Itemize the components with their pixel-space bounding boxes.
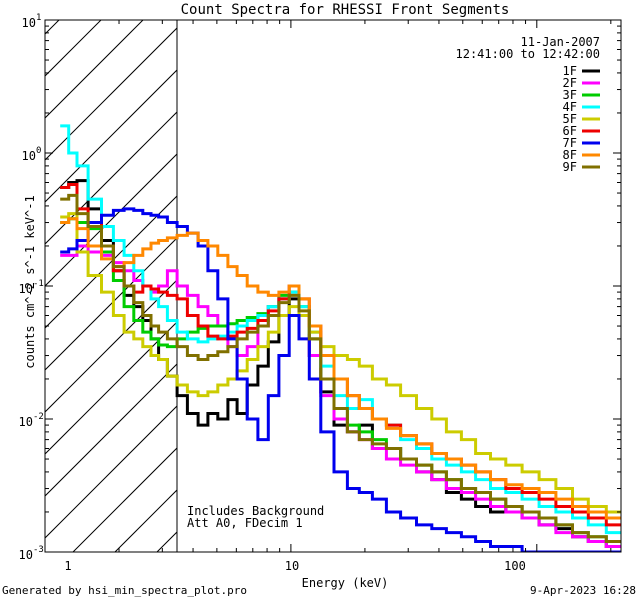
x-tick-label-100: 100 [504, 559, 526, 573]
date-footer: 9-Apr-2023 16:28 [530, 584, 636, 597]
hatch-line [45, 20, 144, 119]
legend-label-7F: 7F [563, 136, 577, 150]
hatch-line [45, 237, 177, 371]
x-axis-title: Energy (keV) [302, 576, 389, 590]
axis-ticks [44, 19, 621, 553]
y-tick-label-0.1: 10 -1 [19, 279, 44, 296]
y-tick-exp: 0 [36, 146, 41, 156]
generated-by-footer: Generated by hsi_min_spectra_plot.pro [2, 584, 247, 597]
y-tick-label-1: 10 0 [22, 146, 42, 163]
series-line-5F [60, 212, 621, 514]
y-tick-label-0.001: 10 -3 [19, 545, 44, 562]
background-note: Includes Background [187, 504, 324, 518]
legend-label-1F: 1F [563, 64, 577, 78]
y-tick-label-10: 10 1 [22, 13, 42, 30]
hatch-line [45, 279, 177, 413]
legend-label-3F: 3F [563, 88, 577, 102]
hatch-line [45, 27, 177, 161]
attenuator-note: Att A0, FDecim 1 [187, 516, 303, 530]
hatch-line [45, 20, 102, 77]
x-tick-label-10: 10 [285, 559, 299, 573]
y-tick-label-0.01: 10 -2 [19, 412, 44, 429]
hatch-line [45, 69, 177, 203]
series-group [60, 124, 621, 552]
legend-label-6F: 6F [563, 124, 577, 138]
series-line-8F [60, 217, 621, 520]
y-tick-exp: -2 [33, 412, 44, 422]
hatch-line [45, 195, 177, 329]
hatch-line [241, 0, 640, 552]
legend-label-4F: 4F [563, 100, 577, 114]
x-tick-label-1: 1 [64, 559, 71, 573]
legend-label-2F: 2F [563, 76, 577, 90]
legend-label-9F: 9F [563, 160, 577, 174]
hatch-line [45, 153, 177, 287]
hatch-line [114, 489, 177, 552]
series-line-7F [60, 207, 621, 552]
hatch-line [72, 447, 177, 552]
y-tick-exp: 1 [36, 13, 41, 23]
legend-label-5F: 5F [563, 112, 577, 126]
date-annotation: 11-Jan-2007 [521, 35, 600, 49]
y-tick-base: 10 [19, 548, 33, 562]
y-tick-base: 10 [19, 415, 33, 429]
y-axis-title: counts cm^-2 s^-1 keV^-1 [23, 195, 37, 368]
hatch-line [45, 405, 177, 539]
chart-title: Count Spectra for RHESSI Front Segments [181, 2, 510, 18]
y-tick-exp: -1 [33, 279, 44, 289]
time-range-annotation: 12:41:00 to 12:42:00 [456, 47, 601, 61]
y-tick-base: 10 [22, 149, 36, 163]
legend-label-8F: 8F [563, 148, 577, 162]
y-tick-base: 10 [22, 16, 36, 30]
hatch-line [45, 20, 60, 35]
y-tick-base: 10 [19, 282, 33, 296]
y-tick-exp: -3 [33, 545, 44, 555]
hatch-line [45, 363, 177, 497]
series-line-9F [60, 193, 621, 543]
